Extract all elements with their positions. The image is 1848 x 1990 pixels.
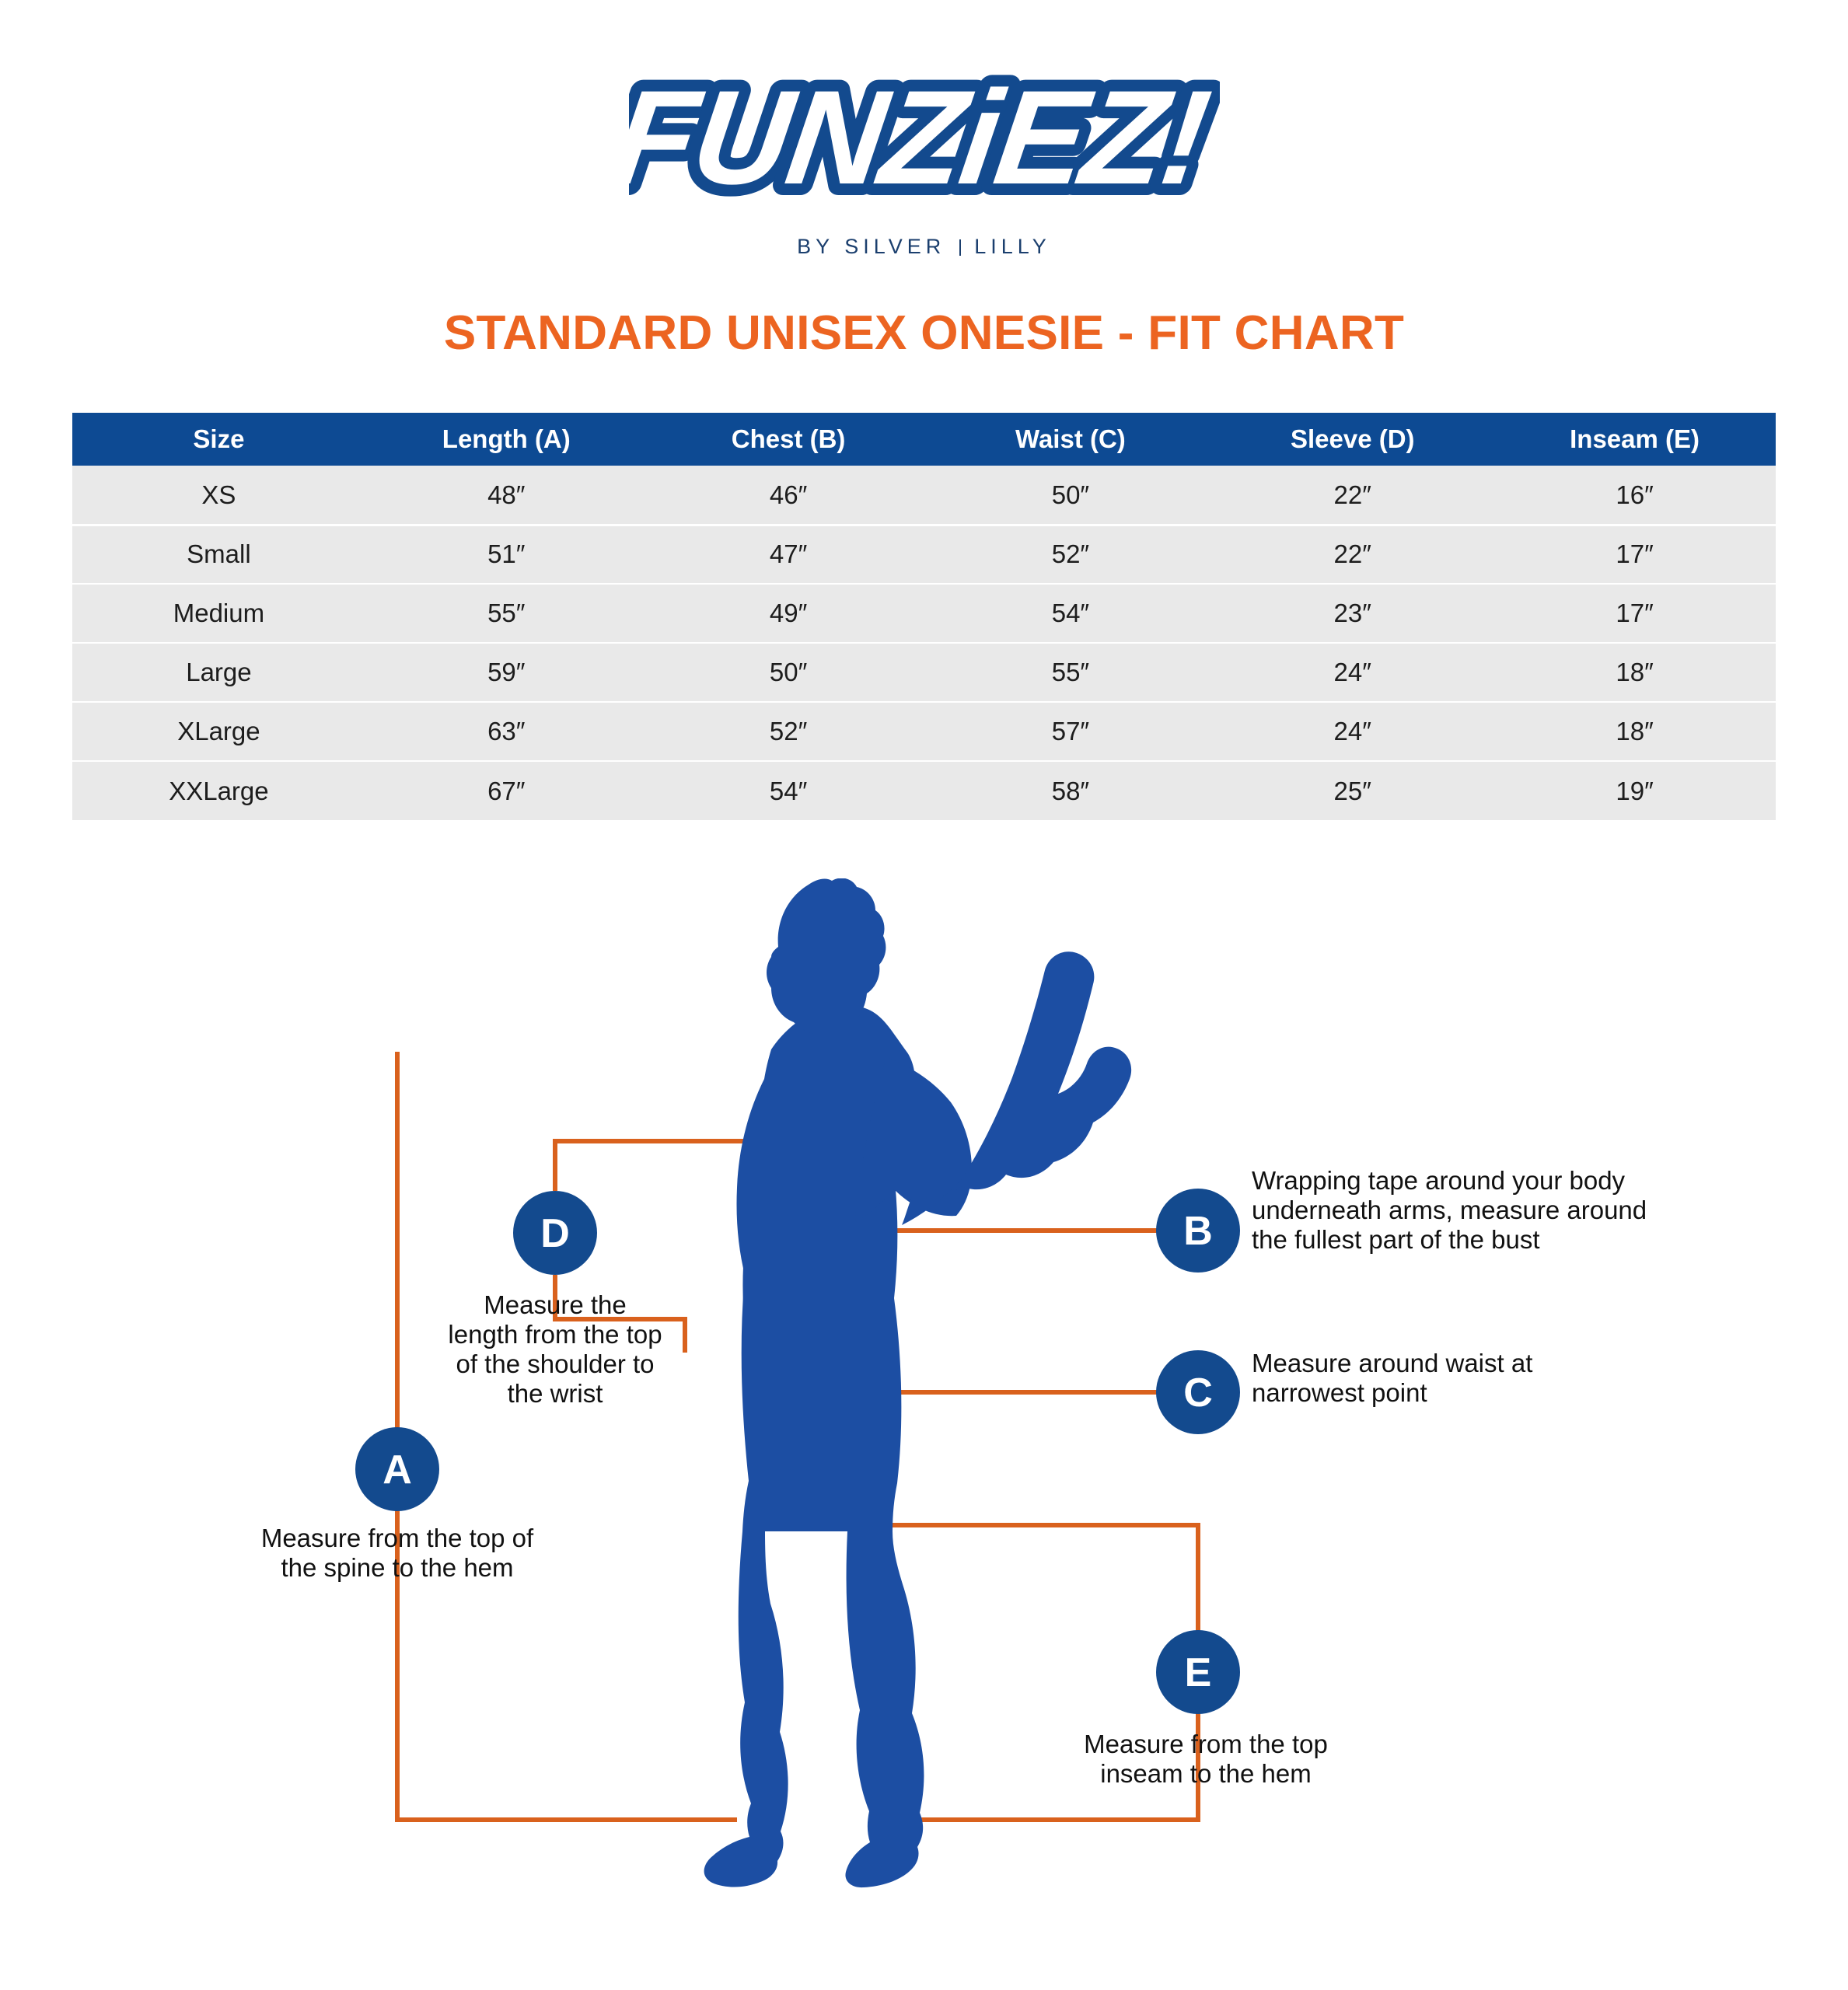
svg-text:A: A <box>383 1447 412 1492</box>
svg-text:C: C <box>1183 1370 1213 1416</box>
svg-text:E: E <box>1185 1650 1212 1695</box>
svg-text:B: B <box>1183 1209 1213 1254</box>
svg-text:D: D <box>540 1211 570 1256</box>
